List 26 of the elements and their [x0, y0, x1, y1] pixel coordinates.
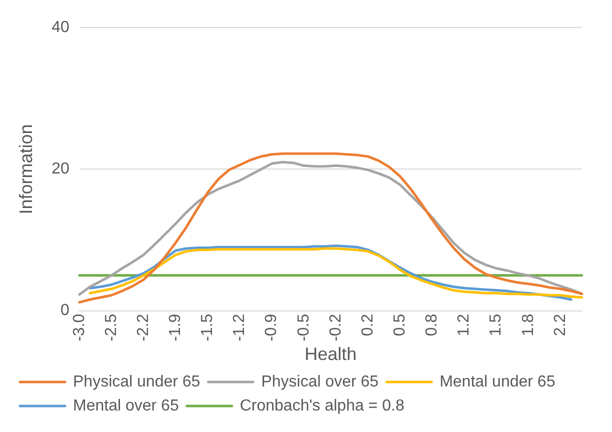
- x-tick-label: -3.0: [70, 314, 88, 342]
- x-tick-label: -1.2: [231, 314, 248, 342]
- x-tick-label: -0.5: [295, 314, 312, 342]
- legend-label: Physical over 65: [261, 373, 379, 390]
- legend-label: Mental over 65: [73, 397, 179, 414]
- x-tick-label: 0.5: [391, 314, 408, 336]
- x-tick-label: 0.8: [424, 314, 441, 336]
- x-tick-label: -0.2: [327, 314, 344, 342]
- x-tick-label: -2.5: [102, 314, 120, 342]
- legend-label: Mental under 65: [440, 373, 556, 390]
- x-tick-label: -1.9: [167, 314, 184, 342]
- x-tick-label: -2.2: [134, 314, 152, 342]
- legend-label: Physical under 65: [73, 373, 200, 390]
- legend-label: Cronbach's alpha = 0.8: [240, 397, 404, 414]
- x-tick-label: 1.5: [488, 314, 505, 336]
- x-tick-label: -0.9: [263, 314, 280, 342]
- x-tick-label: 2.2: [552, 314, 569, 336]
- x-tick-label: 1.8: [520, 314, 537, 336]
- x-tick-label: -1.5: [199, 314, 216, 342]
- y-tick-label: 20: [52, 160, 70, 178]
- y-tick-label: 40: [52, 19, 70, 36]
- y-tick-label: 0: [60, 302, 70, 320]
- x-axis-title: Health: [304, 344, 357, 364]
- x-tick-label: 1.2: [456, 314, 473, 336]
- y-axis-title: Information: [16, 124, 36, 214]
- x-tick-label: 0.2: [359, 314, 376, 336]
